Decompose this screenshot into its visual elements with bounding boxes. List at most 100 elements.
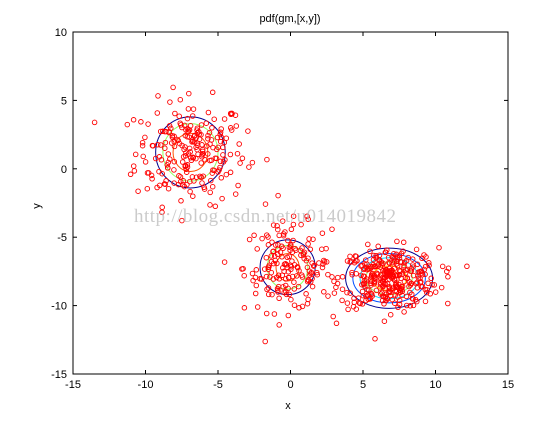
data-point bbox=[410, 296, 416, 302]
data-point bbox=[163, 178, 169, 184]
data-point bbox=[372, 336, 378, 342]
data-point bbox=[253, 267, 260, 273]
data-point bbox=[381, 301, 387, 307]
data-point bbox=[444, 268, 450, 275]
data-point bbox=[323, 245, 329, 252]
data-point bbox=[258, 276, 265, 282]
data-point bbox=[144, 185, 151, 192]
data-point bbox=[292, 245, 298, 252]
data-point bbox=[274, 223, 280, 229]
data-point bbox=[401, 259, 408, 266]
data-point bbox=[319, 246, 325, 252]
data-point bbox=[281, 261, 288, 268]
data-point bbox=[371, 278, 378, 284]
data-point bbox=[353, 253, 359, 260]
data-point bbox=[439, 263, 446, 270]
x-tick-label: 10 bbox=[429, 379, 441, 391]
data-point bbox=[299, 245, 305, 251]
data-point bbox=[333, 284, 339, 291]
data-point bbox=[314, 271, 321, 278]
data-point bbox=[274, 260, 280, 267]
data-point bbox=[333, 320, 340, 327]
data-point bbox=[293, 273, 300, 279]
data-point bbox=[184, 115, 191, 122]
data-point bbox=[304, 278, 311, 285]
data-point bbox=[189, 174, 196, 180]
data-point bbox=[395, 304, 401, 311]
data-point bbox=[264, 232, 270, 238]
data-point bbox=[380, 293, 387, 300]
data-point bbox=[235, 182, 241, 189]
data-point bbox=[393, 289, 400, 295]
data-point bbox=[445, 274, 451, 280]
data-point bbox=[329, 274, 335, 280]
data-point bbox=[305, 241, 311, 247]
data-point bbox=[183, 169, 190, 175]
data-point bbox=[305, 216, 311, 223]
data-point bbox=[344, 300, 351, 306]
data-point bbox=[380, 260, 386, 267]
data-point bbox=[394, 238, 400, 245]
data-point bbox=[377, 285, 383, 291]
y-tick-label: 5 bbox=[61, 95, 67, 107]
data-point bbox=[221, 116, 228, 122]
data-point bbox=[282, 282, 289, 289]
data-point bbox=[251, 232, 257, 239]
data-point bbox=[422, 286, 429, 293]
data-point bbox=[171, 167, 177, 173]
data-point bbox=[234, 150, 241, 157]
data-point bbox=[365, 241, 371, 248]
y-tick-label: 10 bbox=[55, 27, 67, 39]
data-point bbox=[387, 311, 394, 318]
data-point bbox=[263, 310, 270, 317]
data-point bbox=[206, 129, 213, 136]
data-point bbox=[275, 283, 282, 290]
data-point bbox=[227, 151, 234, 158]
data-point bbox=[233, 123, 240, 129]
data-point bbox=[250, 277, 256, 284]
data-point bbox=[299, 272, 305, 278]
data-point bbox=[208, 137, 215, 143]
data-point bbox=[239, 266, 245, 272]
axes-box bbox=[72, 31, 509, 375]
data-point bbox=[464, 263, 470, 270]
data-point bbox=[335, 274, 341, 281]
y-tick-label: -15 bbox=[51, 369, 67, 381]
data-point bbox=[186, 90, 192, 97]
data-point bbox=[166, 129, 172, 136]
x-tick-label: -15 bbox=[65, 379, 81, 391]
data-point bbox=[249, 270, 256, 277]
data-point bbox=[268, 258, 275, 265]
data-point bbox=[201, 184, 207, 190]
data-point bbox=[265, 291, 272, 298]
data-point bbox=[124, 121, 131, 128]
data-point bbox=[419, 271, 426, 278]
data-point bbox=[401, 309, 407, 315]
data-point bbox=[232, 191, 239, 197]
x-tick-label: -5 bbox=[213, 379, 223, 391]
data-point bbox=[167, 156, 173, 162]
data-point bbox=[425, 280, 431, 287]
data-point bbox=[422, 271, 428, 278]
x-tick-label: 5 bbox=[360, 379, 366, 391]
data-point bbox=[285, 312, 292, 319]
data-point bbox=[288, 296, 294, 303]
data-point bbox=[186, 134, 192, 140]
data-point bbox=[209, 183, 216, 190]
data-point bbox=[263, 254, 270, 261]
data-point bbox=[227, 125, 234, 131]
data-point bbox=[407, 303, 414, 309]
data-point bbox=[171, 158, 178, 165]
data-point bbox=[424, 289, 430, 296]
data-point bbox=[157, 142, 164, 148]
y-axis-label: y bbox=[31, 203, 43, 209]
data-point bbox=[276, 295, 282, 302]
data-point bbox=[270, 276, 277, 282]
data-point bbox=[314, 269, 320, 276]
data-point bbox=[330, 313, 336, 320]
data-point bbox=[392, 292, 399, 298]
data-point bbox=[167, 99, 173, 105]
data-point bbox=[140, 153, 146, 160]
contour-line bbox=[345, 247, 434, 309]
